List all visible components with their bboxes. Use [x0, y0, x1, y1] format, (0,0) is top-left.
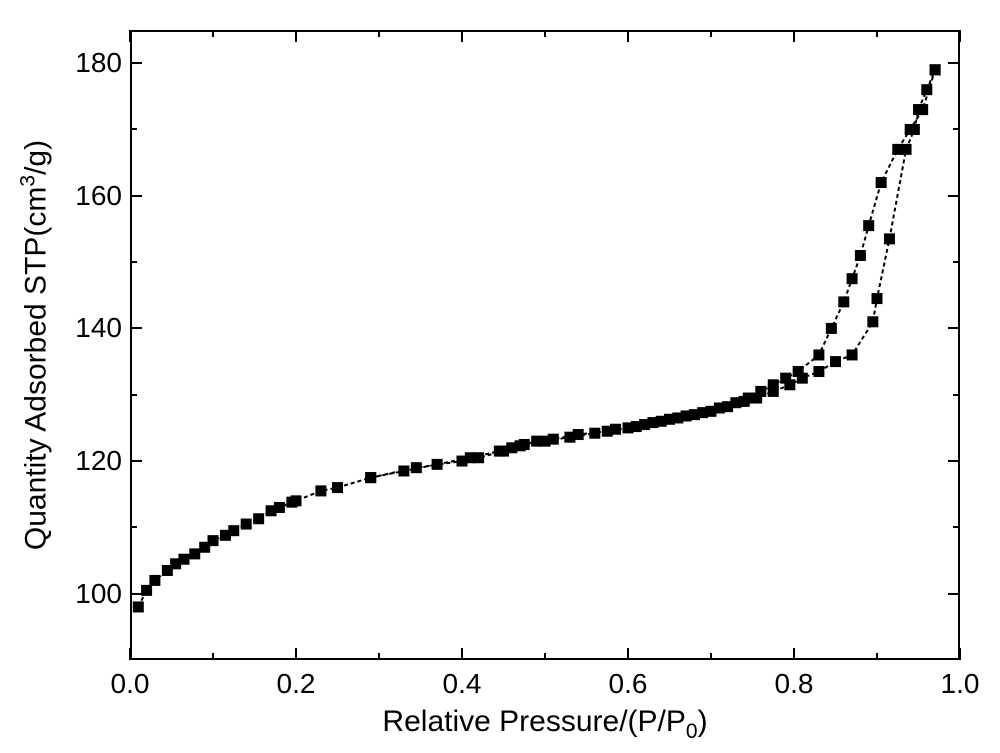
series-marker-desorption: [780, 373, 791, 384]
series-marker-desorption: [905, 124, 916, 135]
series-marker-adsorption: [872, 293, 883, 304]
series-line-adsorption: [138, 70, 935, 607]
series-marker-desorption: [743, 393, 754, 404]
series-marker-desorption: [793, 366, 804, 377]
series-marker-adsorption: [208, 535, 219, 546]
series-marker-adsorption: [315, 485, 326, 496]
series-marker-desorption: [564, 432, 575, 443]
series-marker-desorption: [892, 144, 903, 155]
series-marker-desorption: [930, 64, 941, 75]
series-marker-desorption: [826, 323, 837, 334]
series-marker-desorption: [589, 428, 600, 439]
series-marker-desorption: [838, 296, 849, 307]
series-marker-adsorption: [332, 482, 343, 493]
series-marker-adsorption: [813, 366, 824, 377]
series-marker-desorption: [714, 403, 725, 414]
series-marker-desorption: [876, 177, 887, 188]
series-svg: [0, 0, 1000, 753]
series-marker-desorption: [664, 414, 675, 425]
series-marker-desorption: [432, 459, 443, 470]
series-marker-desorption: [697, 407, 708, 418]
series-marker-adsorption: [149, 575, 160, 586]
series-marker-desorption: [855, 250, 866, 261]
series-marker-desorption: [863, 220, 874, 231]
series-marker-adsorption: [884, 233, 895, 244]
series-marker-adsorption: [830, 356, 841, 367]
series-marker-adsorption: [189, 548, 200, 559]
series-marker-desorption: [540, 436, 551, 447]
series-marker-desorption: [610, 424, 621, 435]
series-marker-desorption: [681, 410, 692, 421]
series-marker-desorption: [755, 386, 766, 397]
series-marker-desorption: [768, 379, 779, 390]
series-marker-adsorption: [253, 513, 264, 524]
series-marker-desorption: [515, 440, 526, 451]
series-marker-adsorption: [291, 495, 302, 506]
series-marker-desorption: [813, 349, 824, 360]
series-marker-adsorption: [847, 349, 858, 360]
series-marker-adsorption: [178, 554, 189, 565]
series-marker-desorption: [494, 446, 505, 457]
series-marker-adsorption: [133, 601, 144, 612]
series-marker-desorption: [917, 104, 928, 115]
series-marker-adsorption: [241, 519, 252, 530]
series-marker-desorption: [365, 472, 376, 483]
isotherm-figure: 0.00.20.40.60.81.0100120140160180 Relati…: [0, 0, 1000, 753]
series-marker-desorption: [465, 452, 476, 463]
series-marker-desorption: [647, 417, 658, 428]
series-marker-adsorption: [274, 502, 285, 513]
series-marker-adsorption: [867, 316, 878, 327]
series-marker-adsorption: [228, 525, 239, 536]
series-marker-desorption: [847, 273, 858, 284]
series-marker-desorption: [398, 466, 409, 477]
series-marker-desorption: [631, 421, 642, 432]
series-marker-desorption: [730, 397, 741, 408]
series-marker-adsorption: [141, 585, 152, 596]
